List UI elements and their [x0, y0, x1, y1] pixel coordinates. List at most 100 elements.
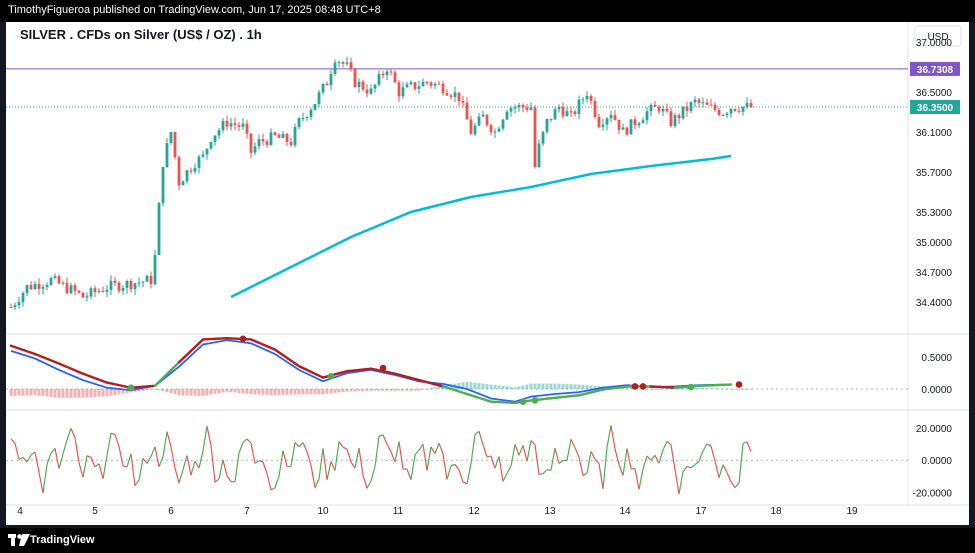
oscillator-line [378, 434, 384, 437]
candle-body [285, 133, 289, 143]
oscillator-line [154, 446, 160, 467]
oscillator-line [246, 438, 252, 444]
last-price-label-bg [910, 100, 960, 114]
macd-signal-line [297, 364, 325, 379]
candle-body [129, 281, 133, 290]
macd-histogram-bar [281, 388, 285, 395]
candle-body [429, 82, 433, 86]
macd-signal-line [225, 336, 253, 341]
macd-histogram-bar [549, 383, 553, 389]
macd-histogram-bar [533, 383, 537, 389]
macd-histogram-bar [161, 388, 165, 392]
candle-body [321, 83, 325, 93]
candle-body [253, 146, 257, 153]
oscillator-line [174, 467, 180, 484]
oscillator-line [10, 438, 16, 444]
macd-histogram-bar [257, 388, 261, 395]
oscillator-line [506, 465, 512, 474]
macd-histogram-bar [397, 388, 401, 391]
candle-body [441, 83, 445, 93]
macd-histogram-bar [449, 384, 453, 389]
macd-histogram-bar [553, 383, 557, 389]
candle-body [229, 123, 233, 127]
candle-body [81, 292, 85, 298]
oscillator-line [222, 459, 228, 476]
oscillator-line [446, 465, 452, 480]
macd-cross-marker [127, 384, 135, 391]
oscillator-line [358, 448, 364, 476]
oscillator-line [614, 448, 620, 465]
oscillator-line [194, 460, 200, 469]
oscillator-line [462, 481, 468, 485]
candle-body [89, 288, 93, 297]
macd-histogram-bar [485, 384, 489, 389]
macd-histogram-bar [241, 388, 245, 394]
macd-histogram-bar [657, 388, 661, 390]
oscillator-line [658, 449, 664, 464]
oscillator-line [338, 441, 344, 448]
oscillator-line [714, 460, 720, 478]
macd-histogram-bar [57, 388, 61, 398]
candle-body [61, 282, 65, 284]
macd-histogram-bar [353, 388, 357, 392]
oscillator-line [610, 425, 616, 449]
macd-histogram-bar [317, 388, 321, 395]
oscillator-line [210, 445, 216, 483]
candle-body [497, 128, 501, 132]
candle-body [633, 119, 637, 126]
candle-body [169, 132, 173, 144]
x-tick-label: 10 [317, 506, 329, 517]
oscillator-line [602, 447, 608, 489]
macd-histogram-bar [17, 388, 21, 396]
oscillator-line [626, 448, 632, 469]
candle-body [349, 62, 353, 70]
x-tick-label: 14 [619, 506, 631, 517]
macd-cross-marker [687, 383, 695, 391]
candle-body [309, 109, 313, 117]
oscillator-line [86, 455, 92, 458]
candle-body [737, 110, 741, 112]
oscillator-line [258, 460, 264, 463]
oscillator-line [514, 444, 520, 456]
oscillator-line [234, 452, 240, 482]
macd-histogram-bar [313, 388, 317, 395]
oscillator-line [34, 451, 40, 473]
candle-body [237, 124, 241, 127]
candle-body [641, 120, 645, 124]
candle-body [65, 282, 69, 294]
macd-histogram-bar [581, 384, 585, 389]
oscillator-line [374, 436, 380, 467]
candle-body [561, 107, 565, 117]
oscillator-line [490, 455, 496, 469]
macd-histogram-bar [505, 386, 509, 389]
oscillator-line [706, 443, 712, 447]
macd-histogram-bar [405, 388, 409, 391]
price-tick-label: 34.7000 [916, 268, 953, 279]
oscillator-line [518, 445, 524, 456]
macd-histogram-bar [421, 388, 425, 390]
macd-histogram-bar [213, 388, 217, 394]
macd-signal-line [81, 372, 109, 384]
last-price-label: 36.3500 [917, 103, 954, 114]
macd-histogram-bar [341, 388, 345, 393]
macd-histogram-bar [201, 388, 205, 397]
oscillator-tick-label: 0.0000 [921, 456, 952, 467]
candle-body [681, 106, 685, 119]
macd-histogram-bar [697, 388, 701, 389]
price-chart[interactable]: SILVER . CFDs on Silver (US$ / OZ) . 1h U… [6, 22, 969, 525]
candle-body [405, 84, 409, 88]
macd-histogram-bar [285, 388, 289, 395]
candle-body [173, 132, 177, 158]
macd-histogram-bar [297, 388, 301, 395]
chart-container[interactable]: SILVER . CFDs on Silver (US$ / OZ) . 1h U… [6, 22, 969, 525]
macd-histogram-bar [413, 388, 417, 391]
oscillator-line [306, 451, 312, 466]
macd-histogram-bar [177, 388, 181, 396]
macd-histogram-bar [361, 388, 365, 392]
macd-histogram-bar [221, 388, 225, 393]
candle-body [721, 114, 725, 116]
macd-histogram-bar [249, 388, 253, 395]
macd-signal-line [201, 336, 229, 341]
oscillator-line [170, 446, 176, 469]
